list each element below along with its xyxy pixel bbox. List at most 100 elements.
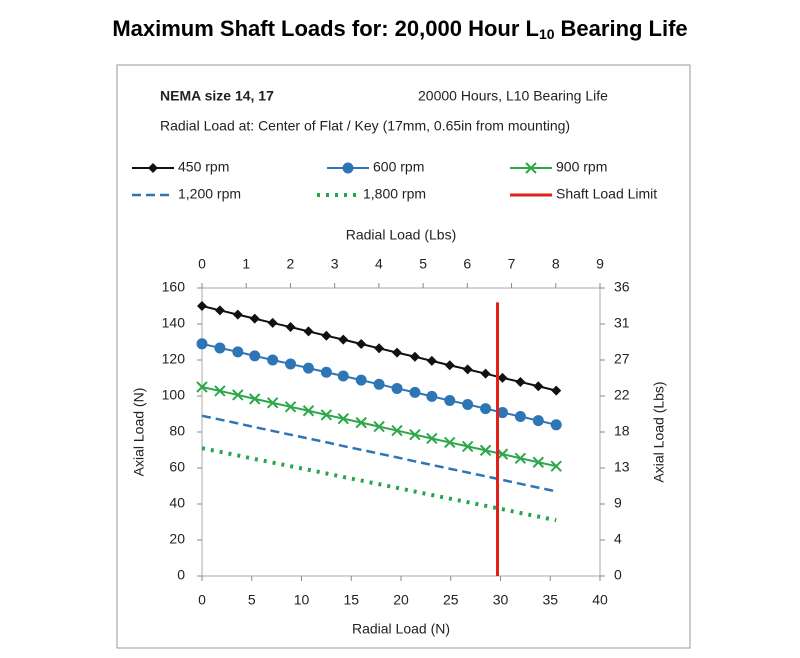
marker <box>373 378 385 390</box>
y2-tick-label: 4 <box>614 531 622 547</box>
marker <box>496 407 508 419</box>
legend-label: 900 rpm <box>556 159 607 175</box>
y2-axis-title: Axial Load (Lbs) <box>651 381 667 482</box>
marker <box>302 405 315 417</box>
marker <box>232 346 244 358</box>
marker <box>374 343 385 354</box>
marker <box>514 452 527 464</box>
marker <box>342 162 354 174</box>
y-tick-label: 120 <box>162 351 186 367</box>
marker <box>214 385 226 397</box>
marker <box>267 354 279 366</box>
x-tick-label: 15 <box>343 592 359 608</box>
marker <box>533 381 544 392</box>
marker <box>461 440 474 453</box>
x2-axis-title: Radial Load (Lbs) <box>346 227 457 243</box>
x-tick-label: 20 <box>393 592 409 608</box>
y2-tick-label: 22 <box>614 387 630 403</box>
chart-frame <box>116 64 691 649</box>
legend-item: 1,200 rpm <box>132 186 241 202</box>
y-tick-label: 160 <box>162 279 186 295</box>
chart-title: Maximum Shaft Loads for: 20,000 Hour L10… <box>112 16 687 42</box>
x2-tick-label: 1 <box>242 256 250 272</box>
marker <box>285 322 296 333</box>
x-tick-label: 0 <box>198 592 206 608</box>
marker <box>249 393 261 405</box>
marker <box>356 338 367 349</box>
marker <box>320 366 332 378</box>
marker <box>337 412 349 425</box>
marker <box>302 362 314 374</box>
y-tick-label: 20 <box>169 531 185 547</box>
y2-tick-label: 27 <box>614 351 630 367</box>
marker <box>355 374 367 386</box>
marker <box>303 326 314 337</box>
y-tick-label: 100 <box>162 387 186 403</box>
marker <box>444 395 456 406</box>
marker <box>444 360 455 371</box>
x2-tick-label: 9 <box>596 256 604 272</box>
y2-tick-label: 36 <box>614 279 630 295</box>
marker <box>462 398 474 410</box>
x2-tick-label: 4 <box>375 256 383 272</box>
marker <box>249 350 261 362</box>
legend-item: 1,800 rpm <box>317 186 426 202</box>
marker <box>409 351 420 362</box>
marker <box>532 415 544 427</box>
marker <box>214 305 225 316</box>
y2-tick-label: 13 <box>614 459 630 475</box>
marker <box>409 428 421 441</box>
x-tick-label: 5 <box>248 592 256 608</box>
marker <box>196 338 208 350</box>
marker <box>392 347 403 358</box>
marker <box>497 372 508 383</box>
series-line <box>201 446 557 523</box>
y-tick-label: 40 <box>169 495 185 511</box>
legend-label: 450 rpm <box>178 159 229 175</box>
y-tick-label: 60 <box>169 459 185 475</box>
marker <box>249 313 260 324</box>
marker <box>266 397 279 409</box>
marker <box>232 389 244 401</box>
marker <box>320 409 333 421</box>
marker <box>550 419 562 431</box>
annotation: Radial Load at: Center of Flat / Key (17… <box>160 118 570 134</box>
y2-tick-label: 0 <box>614 567 622 583</box>
y-tick-label: 80 <box>169 423 185 439</box>
x2-tick-label: 0 <box>198 256 206 272</box>
subtitle: NEMA size 14, 17 <box>160 88 274 104</box>
y-tick-label: 0 <box>177 567 185 583</box>
title-main: Maximum Shaft Loads for: 20,000 Hour L <box>112 16 539 41</box>
marker <box>196 381 208 393</box>
marker <box>515 376 526 387</box>
y-tick-label: 140 <box>162 315 186 331</box>
y2-tick-label: 31 <box>614 315 630 331</box>
marker <box>480 403 492 415</box>
x-axis-title: Radial Load (N) <box>352 621 450 637</box>
x2-tick-label: 8 <box>552 256 560 272</box>
y2-tick-label: 9 <box>614 495 622 511</box>
marker <box>284 401 297 413</box>
marker <box>321 330 332 341</box>
marker <box>338 334 349 345</box>
marker <box>550 460 562 472</box>
x2-tick-label: 3 <box>331 256 339 272</box>
marker <box>214 342 226 354</box>
marker <box>373 420 385 433</box>
x-tick-label: 25 <box>443 592 459 608</box>
marker <box>409 386 421 398</box>
marker <box>479 444 492 457</box>
legend-item: 900 rpm <box>510 159 607 175</box>
title-subscript: 10 <box>539 26 555 42</box>
legend-label: Shaft Load Limit <box>556 186 657 202</box>
legend-label: 1,800 rpm <box>363 186 426 202</box>
x2-tick-label: 2 <box>287 256 295 272</box>
annotation: 20000 Hours, L10 Bearing Life <box>418 88 608 104</box>
marker <box>462 364 473 375</box>
y-axis-title: Axial Load (N) <box>131 388 147 477</box>
x2-tick-label: 5 <box>419 256 427 272</box>
marker <box>267 317 278 328</box>
x2-tick-label: 7 <box>508 256 516 272</box>
marker <box>496 448 509 460</box>
marker <box>525 162 537 174</box>
